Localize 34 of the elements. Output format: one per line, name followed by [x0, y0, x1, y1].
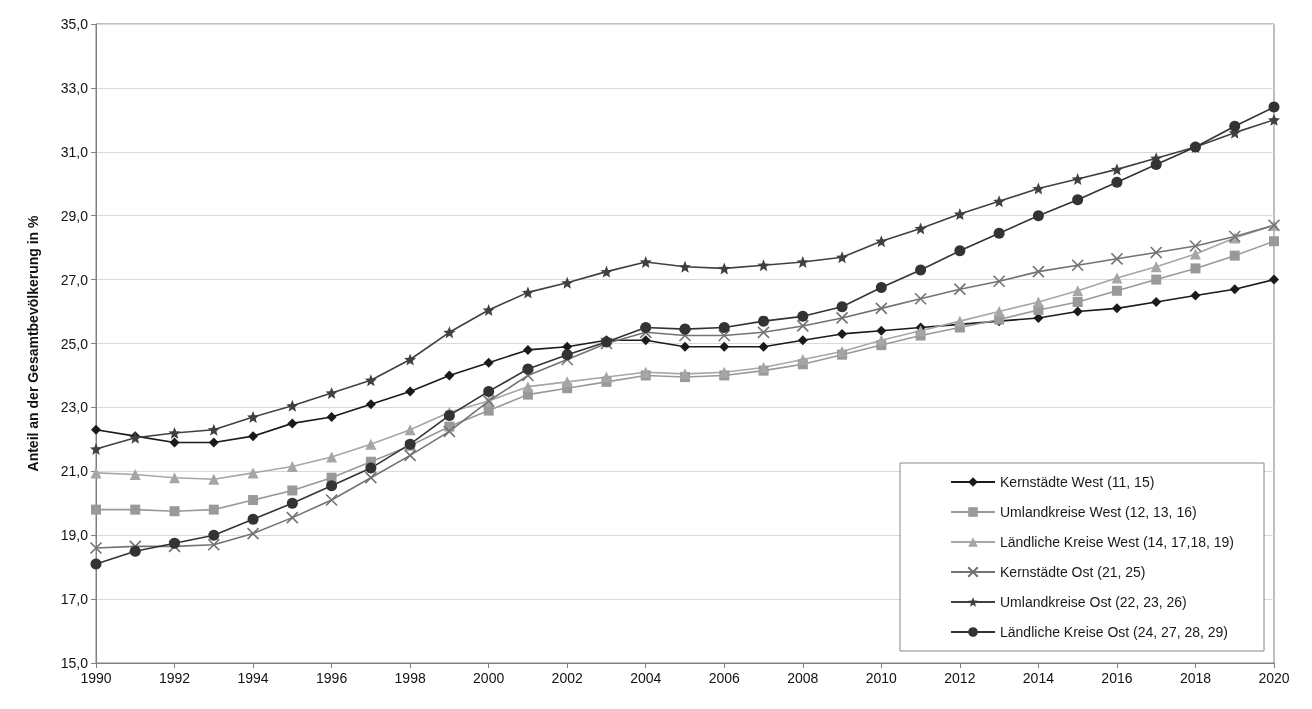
legend-label: Umlandkreise Ost (22, 23, 26) — [1000, 594, 1187, 610]
legend-label: Kernstädte Ost (21, 25) — [1000, 564, 1146, 580]
legend-label: Ländliche Kreise West (14, 17,18, 19) — [1000, 534, 1235, 550]
x-tick-label: 1992 — [158, 670, 191, 686]
x-tick-label: 2008 — [787, 670, 819, 686]
x-tick-label: 1998 — [394, 670, 426, 686]
y-tick-label: 15,0 — [60, 655, 89, 671]
y-tick-label: 31,0 — [60, 143, 89, 160]
y-tick-label: 25,0 — [60, 335, 89, 352]
x-tick-label: 2000 — [473, 670, 505, 686]
x-tick-label: 2002 — [551, 670, 583, 686]
y-tick-label: 27,0 — [60, 271, 89, 288]
x-tick-label: 2006 — [708, 670, 741, 686]
legend-label: Kernstädte West (11, 15) — [1000, 474, 1155, 490]
y-tick-label: 33,0 — [60, 79, 89, 96]
y-axis-title: Anteil an der Gesamtbevölkerung in % — [25, 214, 41, 472]
x-tick-label: 1990 — [80, 670, 112, 686]
legend-label: Umlandkreise West (12, 13, 16) — [1000, 504, 1197, 520]
x-tick-label: 2004 — [630, 670, 662, 686]
x-tick-label: 2012 — [944, 670, 976, 686]
x-tick-label: 2016 — [1101, 670, 1133, 686]
x-tick-label: 2014 — [1022, 670, 1055, 686]
y-tick-label: 17,0 — [60, 591, 89, 608]
x-tick-label: 2020 — [1258, 670, 1290, 686]
y-tick-label: 23,0 — [60, 399, 89, 416]
x-tick-label: 1994 — [237, 670, 269, 686]
y-tick-label: 19,0 — [60, 527, 89, 544]
y-tick-label: 21,0 — [60, 463, 89, 480]
x-tick-label: 2018 — [1179, 670, 1212, 686]
y-tick-label: 35,0 — [60, 16, 89, 32]
x-tick-label: 2010 — [865, 670, 898, 686]
legend-label: Ländliche Kreise Ost (24, 27, 28, 29) — [1000, 624, 1229, 640]
y-tick-label: 29,0 — [60, 207, 89, 224]
x-tick-label: 1996 — [316, 670, 348, 686]
